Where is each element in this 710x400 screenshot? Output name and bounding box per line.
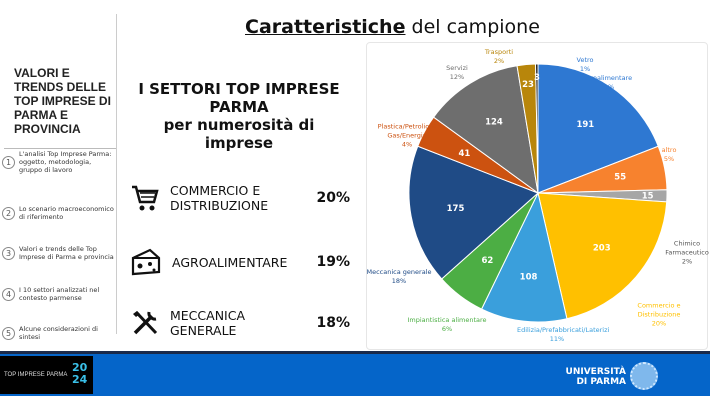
slice-name: Impiantistica alimentare (407, 316, 487, 324)
agenda-text: L'analisi Top Imprese Parma: oggetto, me… (19, 150, 112, 174)
agenda-item[interactable]: 2 Lo scenario macroeconomico di riferimen… (2, 205, 114, 221)
slice-name: Chimico Farmaceutico (665, 239, 709, 257)
slice-name: Commercio e Distribuzione (637, 301, 681, 319)
logo-text: TOP IMPRESE PARMA (4, 372, 68, 378)
footer-bar (0, 354, 710, 396)
slice-name: Meccanica generale (366, 268, 432, 276)
slice-value-label: 124 (485, 118, 503, 128)
agenda-number: 2 (2, 206, 15, 220)
slice-pct: 2% (681, 257, 693, 266)
agenda-item[interactable]: 3 Valori e trends delle Top Imprese di Pa… (2, 245, 114, 261)
pie-slice (535, 63, 539, 194)
sidebar-title: VALORI E TRENDS DELLE TOP IMPRESE DI PAR… (14, 66, 111, 136)
slice-name: Trasporti (484, 48, 514, 56)
slice-name: Agroalimentare (581, 74, 633, 82)
university-name: UNIVERSITÀ DI PARMA (565, 367, 626, 387)
sector-pct: 19% (316, 254, 350, 270)
agenda-item[interactable]: 4 I 10 settori analizzati nel contesto pa… (2, 286, 114, 302)
divider (116, 14, 117, 334)
pie-slice (432, 65, 539, 195)
slice-value-label: 175 (447, 204, 465, 214)
sectors-heading: I SETTORI TOP IMPRESE PARMA per numerosi… (128, 80, 350, 152)
logo-year: 20 24 (72, 361, 88, 386)
slice-category-label: Vetro 1% (577, 56, 594, 74)
slice-pct: 12% (449, 73, 465, 81)
slice-category-label: altro 5% (662, 146, 677, 164)
slice-value-label: 203 (593, 243, 611, 253)
sector-name: AGROALIMENTARE (172, 254, 288, 270)
slice-pct: 5% (663, 155, 675, 163)
footer-line (0, 351, 710, 354)
agenda-text: Lo scenario macroeconomico di riferiment… (19, 205, 114, 221)
title-rest: del campione (405, 16, 540, 38)
cheese-icon (131, 248, 161, 276)
university-seal-icon (630, 362, 658, 390)
slice-value-label: 55 (614, 173, 626, 183)
slice-pct: 6% (441, 325, 453, 333)
slice-category-label: Commercio e Distribuzione 20% (635, 302, 683, 329)
agenda-number: 3 (2, 246, 15, 260)
slice-pct: 11% (549, 335, 565, 343)
pie-slice (537, 192, 668, 320)
slice-name: Edilizia/Prefabbricati/Laterizi (517, 326, 610, 334)
slice-value-label: 15 (642, 191, 654, 201)
slice-value-label: 191 (576, 120, 594, 130)
slice-category-label: Agroalimentare 19% (582, 74, 632, 92)
slice-pct: 19% (599, 83, 615, 91)
slice-pct: 20% (651, 319, 667, 328)
slice-value-label: 23 (522, 80, 534, 90)
sector-item: AGROALIMENTARE 19% (130, 242, 350, 282)
sector-pct: 18% (316, 315, 350, 331)
agenda-item[interactable]: 1 L'analisi Top Imprese Parma: oggetto, m… (2, 150, 114, 174)
divider (4, 148, 116, 149)
pie-slice (408, 145, 539, 280)
top-imprese-logo (0, 356, 93, 394)
sector-item: COMMERCIO E DISTRIBUZIONE 20% (130, 178, 350, 218)
slice-pct: 1% (579, 65, 591, 73)
tools-icon (133, 310, 158, 335)
slice-name: altro (661, 146, 677, 154)
slice-category-label: Meccanica generale 18% (367, 268, 432, 286)
shopping-cart-icon (132, 185, 159, 211)
slice-category-label: Servizi 12% (446, 64, 468, 82)
agenda-text: I 10 settori analizzati nel contesto par… (19, 286, 100, 302)
sectors-title: I SETTORI TOP IMPRESE PARMA (138, 80, 340, 116)
agenda-text: Alcune considerazioni di sintesi (19, 325, 98, 341)
pie-svg: 191 55 15 203 108 62 175 41 124 233 (408, 63, 668, 323)
sector-pct: 20% (316, 190, 350, 206)
pie-slice (480, 191, 568, 323)
sectors-subtitle: per numerosità di imprese (163, 116, 315, 152)
pie-chart: 191 55 15 203 108 62 175 41 124 23 3 Agroalimentar… (366, 42, 709, 350)
sector-name: MECCANICA GENERALE (170, 308, 246, 338)
slice-value-label: 62 (482, 256, 494, 266)
slice-value-label: 41 (458, 149, 470, 159)
slice-name: Servizi (446, 64, 468, 72)
agenda-item[interactable]: 5 Alcune considerazioni di sintesi (2, 325, 114, 341)
slice-pct: 18% (391, 277, 407, 285)
slice-category-label: Edilizia/Prefabbricati/Laterizi 11% (517, 326, 610, 344)
sector-item: MECCANICA GENERALE 18% (130, 303, 350, 343)
slice-category-label: Trasporti 2% (485, 48, 513, 66)
slice-name: Plastica/Petrolio & Gas/Energia (377, 122, 437, 140)
sector-name: COMMERCIO E DISTRIBUZIONE (170, 183, 269, 213)
slice-category-label: Impiantistica alimentare 6% (407, 316, 486, 334)
slice-pct: 2% (493, 57, 505, 65)
agenda-text: Valori e trends delle Top Imprese di Par… (19, 245, 114, 261)
slice-category-label: Chimico Farmaceutico 2% (665, 240, 709, 267)
pie-slice (537, 63, 659, 194)
page-title: Caratteristiche del campione (245, 16, 540, 38)
slice-value-label: 3 (534, 73, 540, 83)
slice-value-label: 108 (520, 272, 538, 282)
agenda-number: 5 (2, 326, 15, 340)
slice-pct: 4% (401, 140, 413, 149)
agenda-number: 1 (2, 155, 15, 169)
slice-name: Vetro (576, 56, 594, 64)
agenda-number: 4 (2, 287, 15, 301)
slice-category-label: Plastica/Petrolio & Gas/Energia 4% (367, 123, 447, 150)
title-bold: Caratteristiche (245, 16, 406, 38)
